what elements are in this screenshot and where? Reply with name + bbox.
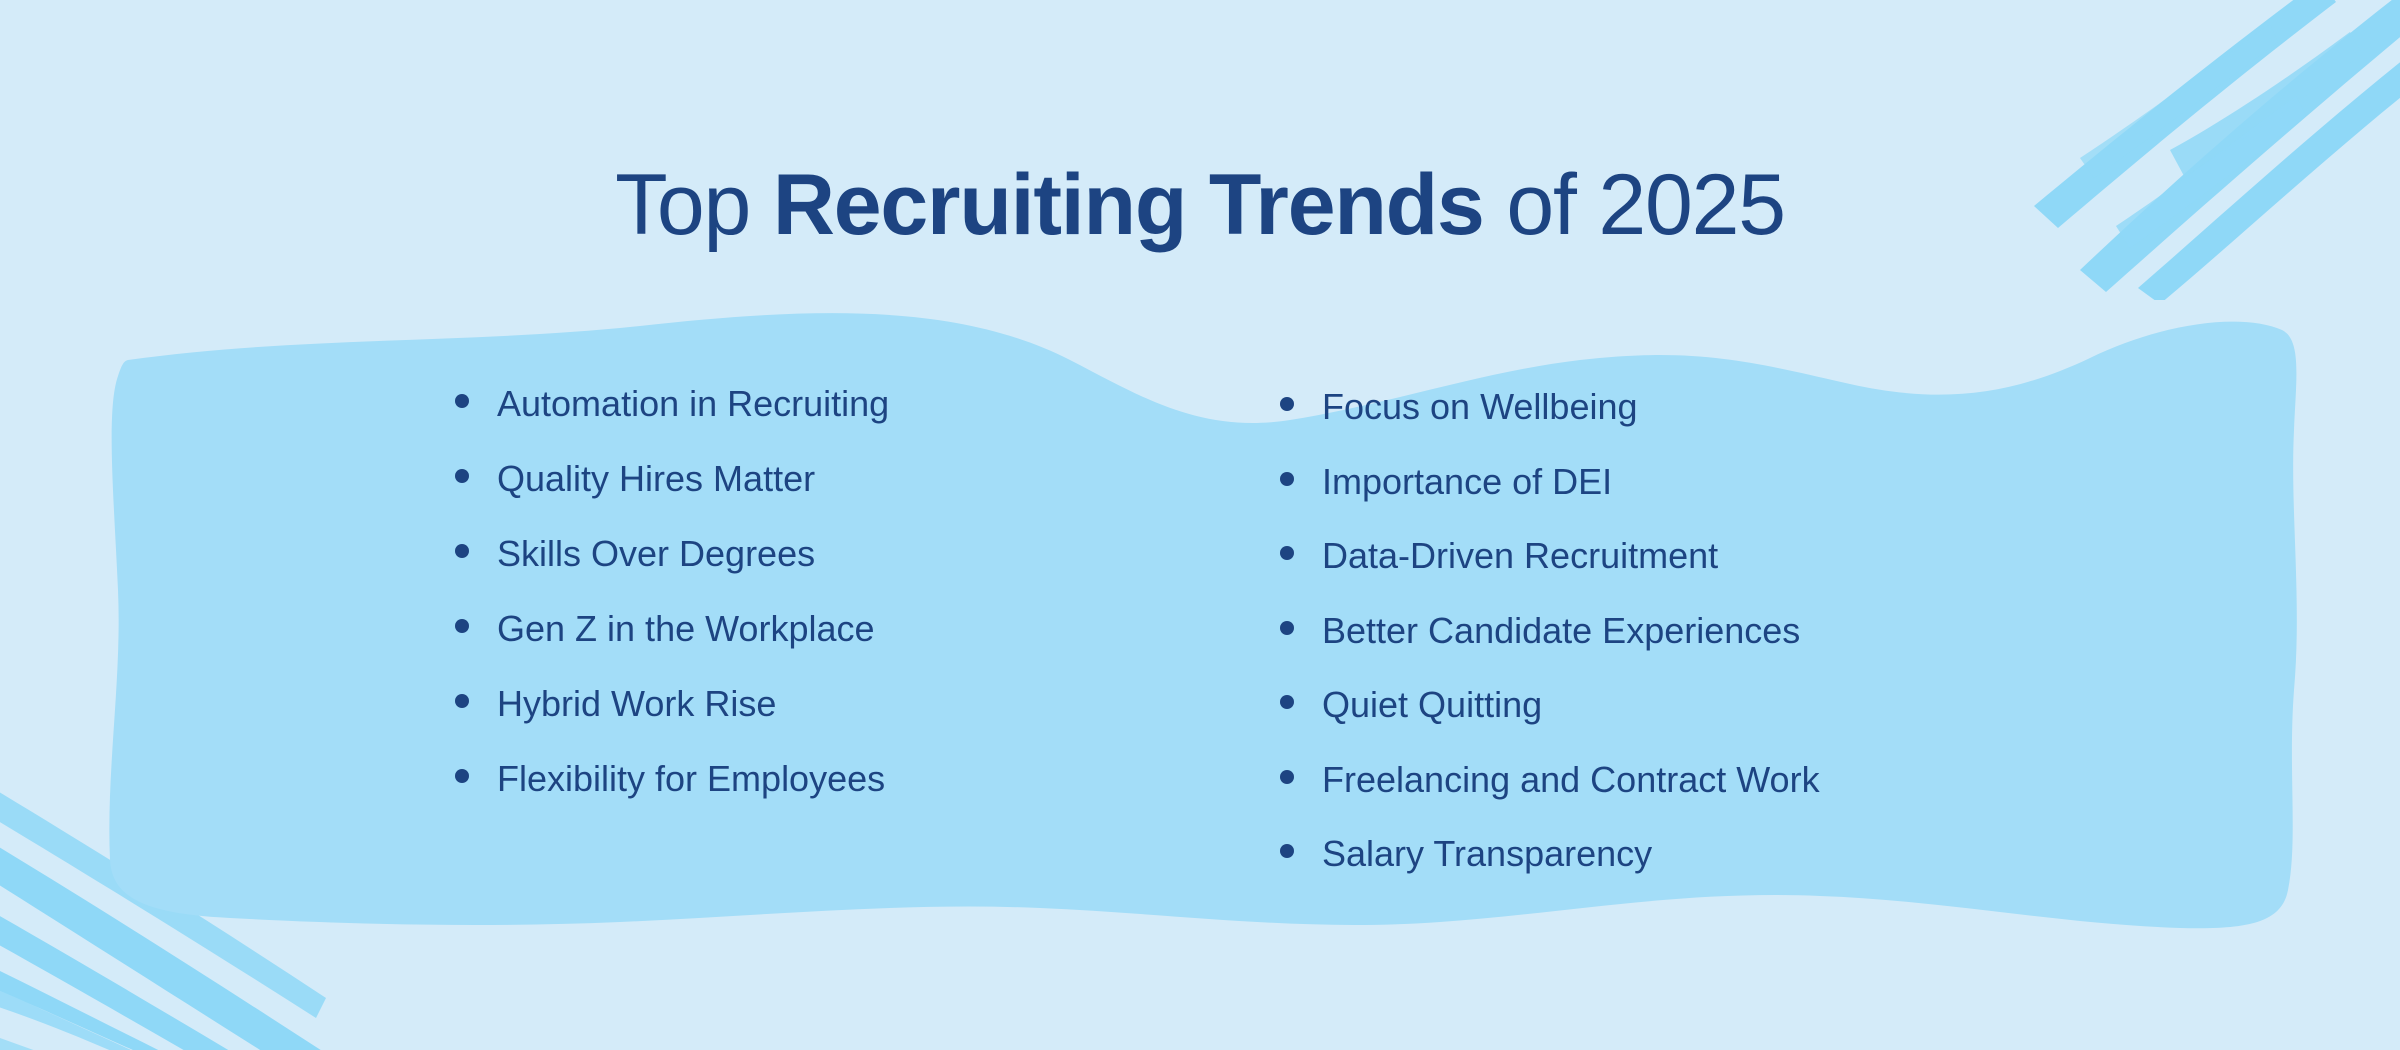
bullet-icon [1280, 471, 1294, 486]
list-item-label: Freelancing and Contract Work [1322, 758, 1820, 800]
bullet-icon [1280, 844, 1294, 858]
list-item: Flexibility for Employees [455, 761, 889, 836]
bullet-icon [1280, 546, 1294, 560]
title-part-bold: Recruiting Trends [772, 156, 1485, 253]
list-item-label: Quality Hires Matter [497, 458, 816, 499]
list-item-label: Better Candidate Experiences [1322, 609, 1801, 651]
bullet-icon [1280, 620, 1294, 635]
list-item: Skills Over Degrees [455, 536, 889, 611]
bullet-icon [1280, 769, 1294, 784]
list-item: Focus on Wellbeing [1280, 389, 1820, 464]
list-item-label: Focus on Wellbeing [1322, 386, 1638, 427]
page-title: Top Recruiting Trends of 2025 [0, 162, 2400, 248]
list-item: Automation in Recruiting [455, 386, 889, 461]
list-item: Data-Driven Recruitment [1280, 538, 1820, 613]
list-item: Salary Transparency [1280, 836, 1820, 911]
list-item: Quiet Quitting [1280, 687, 1820, 762]
title-part-light-2: of 2025 [1483, 156, 1786, 253]
bullet-icon [455, 619, 469, 633]
title-part-light-1: Top [615, 156, 773, 253]
list-item: Freelancing and Contract Work [1280, 758, 1820, 837]
bullet-icon [455, 694, 469, 708]
list-item: Importance of DEI [1280, 460, 1820, 539]
list-item-label: Gen Z in the Workplace [497, 608, 875, 649]
trends-list-right: Focus on Wellbeing Importance of DEI Dat… [1280, 389, 1820, 911]
list-item: Hybrid Work Rise [455, 686, 889, 761]
bullet-icon [1280, 695, 1294, 709]
wavy-content-card [0, 300, 2400, 950]
bullet-icon [455, 469, 469, 483]
list-item-label: Quiet Quitting [1322, 684, 1543, 725]
bullet-icon [455, 394, 469, 408]
bullet-icon [455, 544, 469, 558]
list-item: Gen Z in the Workplace [455, 611, 889, 686]
trends-list-left: Automation in Recruiting Quality Hires M… [455, 386, 889, 836]
bullet-icon [1280, 397, 1294, 411]
list-item-label: Hybrid Work Rise [497, 683, 777, 724]
list-item-label: Salary Transparency [1322, 833, 1653, 874]
list-item-label: Skills Over Degrees [497, 533, 816, 574]
bullet-icon [455, 769, 469, 783]
list-item-label: Automation in Recruiting [497, 383, 890, 424]
list-item-label: Flexibility for Employees [497, 758, 886, 799]
list-item: Better Candidate Experiences [1280, 609, 1820, 688]
list-item-label: Data-Driven Recruitment [1322, 535, 1719, 576]
list-item: Quality Hires Matter [455, 461, 889, 536]
list-item-label: Importance of DEI [1322, 460, 1613, 502]
